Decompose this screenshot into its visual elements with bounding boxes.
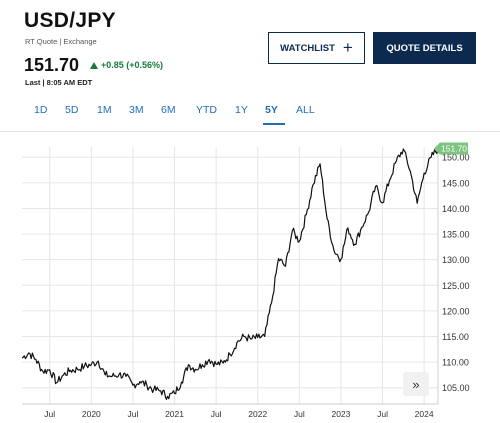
plus-icon: +: [342, 37, 353, 57]
x-tick-label: 2023: [331, 409, 350, 419]
quote-source-label: RT Quote | Exchange: [25, 37, 97, 46]
price-change: +0.85 (+0.56%): [90, 60, 163, 70]
chart-grid: [22, 147, 438, 404]
last-price: 151.70: [24, 55, 80, 75]
currency-pair-title: USD/JPY: [24, 9, 116, 32]
watchlist-button-label: WATCHLIST: [280, 42, 335, 54]
y-tick-label: 105.00: [442, 383, 470, 393]
tab-1d[interactable]: 1D: [34, 104, 48, 116]
current-price-tag: 151.70: [434, 142, 468, 155]
price-tag-shape: [434, 142, 468, 155]
price-change-value: +0.85 (+0.56%): [101, 60, 164, 70]
x-tick-label: 2021: [165, 409, 184, 419]
quote-details-button[interactable]: QUOTE DETAILS: [373, 32, 476, 64]
x-tick-label: 2020: [82, 409, 101, 419]
x-tick-label: Jul: [294, 409, 305, 419]
y-tick-label: 145.00: [442, 178, 470, 188]
x-tick-label: Jul: [211, 409, 222, 419]
expand-chart-button[interactable]: »: [403, 372, 429, 396]
y-tick-label: 135.00: [442, 230, 470, 240]
y-tick-label: 110.00: [442, 358, 469, 368]
x-tick-label: Jul: [44, 409, 55, 419]
last-update-time: Last | 8:05 AM EDT: [25, 78, 93, 87]
tab-1m[interactable]: 1M: [97, 104, 112, 116]
y-tick-label: 140.00: [442, 204, 470, 214]
tab-3m[interactable]: 3M: [129, 104, 144, 116]
y-tick-label: 120.00: [442, 306, 470, 316]
quote-details-label: QUOTE DETAILS: [386, 42, 463, 54]
price-series-line: [21, 148, 439, 400]
tab-1y[interactable]: 1Y: [235, 104, 248, 116]
tab-all[interactable]: ALL: [296, 104, 315, 116]
y-tick-label: 125.00: [442, 281, 470, 291]
tab-ytd[interactable]: YTD: [196, 104, 217, 116]
x-tick-label: 2022: [248, 409, 267, 419]
x-tick-label: Jul: [127, 409, 138, 419]
tab-6m[interactable]: 6M: [161, 104, 176, 116]
tab-5d[interactable]: 5D: [65, 104, 79, 116]
divider: [0, 131, 500, 132]
tab-5y[interactable]: 5Y: [265, 104, 278, 116]
double-chevron-right-icon: »: [412, 376, 420, 392]
y-tick-label: 115.00: [442, 332, 469, 342]
price-line-chart: 105.00 110.00 115.00 120.00 125.00 130.00 135.…: [21, 142, 470, 419]
active-tab-indicator: [263, 123, 285, 125]
y-tick-label: 130.00: [442, 255, 470, 265]
x-tick-label: Jul: [377, 409, 388, 419]
chart-axes: 105.00 110.00 115.00 120.00 125.00 130.00 135.…: [22, 147, 470, 419]
y-tick-label: 150.00: [442, 153, 470, 163]
up-arrow-icon: [90, 61, 98, 69]
watchlist-button[interactable]: WATCHLIST +: [268, 32, 365, 64]
x-tick-label: 2024: [415, 409, 434, 419]
price-tag-label: 151.70: [441, 144, 467, 154]
